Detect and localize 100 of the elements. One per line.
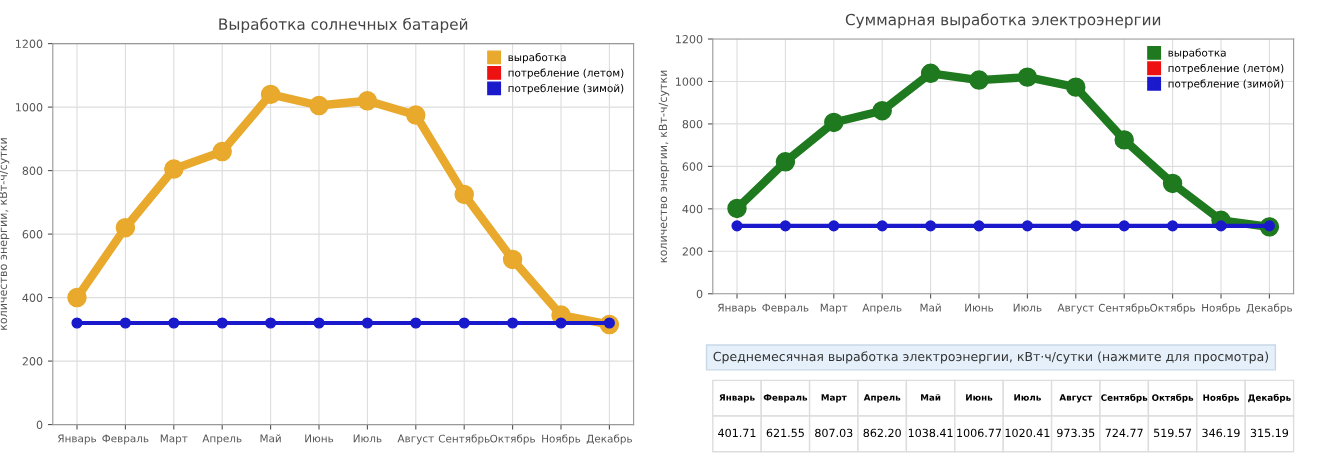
x-tick-label: Август xyxy=(1057,303,1094,314)
x-tick-label: Февраль xyxy=(102,434,149,445)
point xyxy=(357,91,378,111)
y-tick-label: 200 xyxy=(22,357,43,366)
point xyxy=(260,84,281,105)
point xyxy=(1021,220,1033,232)
point xyxy=(454,184,474,205)
x-tick-label: Октябрь xyxy=(1150,303,1195,314)
point xyxy=(828,220,840,232)
point xyxy=(731,220,743,232)
point xyxy=(775,152,796,172)
category-label: Июнь xyxy=(966,394,993,401)
category-label: Ноябрь xyxy=(1203,393,1240,403)
point xyxy=(216,317,228,329)
category-label: Февраль xyxy=(763,394,808,403)
point xyxy=(1017,67,1038,87)
point xyxy=(973,220,985,232)
x-tick-label: Декабрь xyxy=(1246,303,1292,314)
category-label: Апрель xyxy=(863,394,901,403)
point xyxy=(727,198,747,219)
y-tick-label: 600 xyxy=(22,230,43,239)
x-tick-label: Июнь xyxy=(305,434,334,443)
point xyxy=(313,317,325,329)
x-tick-label: Декабрь xyxy=(586,434,632,445)
x-tick-label: Апрель xyxy=(202,434,242,445)
data-label: 346.19 xyxy=(1202,428,1240,438)
x-tick-label: Июль xyxy=(353,434,382,443)
y-tick-label: 0 xyxy=(696,289,703,299)
data-label: 1006.77 xyxy=(957,428,1002,438)
point xyxy=(507,317,519,329)
legend-label: потребление (летом) xyxy=(1168,63,1284,75)
y-tick-label: 1200 xyxy=(16,39,43,48)
data-label: 1020.41 xyxy=(1005,428,1050,438)
x-tick-label: Июль xyxy=(1013,303,1042,312)
point xyxy=(1118,220,1130,232)
point xyxy=(115,218,136,238)
y-tick-label: 1000 xyxy=(676,77,703,86)
legend-label: выработка xyxy=(1168,48,1226,59)
x-tick-label: Январь xyxy=(58,434,97,445)
data-label: 621.55 xyxy=(766,428,804,438)
x-tick-label: Октябрь xyxy=(490,434,535,445)
y-tick-label: 800 xyxy=(22,166,43,175)
x-tick-label: Ноябрь xyxy=(1202,303,1241,314)
data-label: 519.57 xyxy=(1154,428,1192,438)
x-tick-label: Июнь xyxy=(965,303,994,312)
y-tick-label: 400 xyxy=(682,204,703,214)
y-tick-label: 1200 xyxy=(676,34,703,44)
x-tick-label: Февраль xyxy=(762,303,809,314)
point xyxy=(265,317,277,329)
x-tick-label: Март xyxy=(160,434,188,445)
point xyxy=(119,317,131,329)
x-tick-label: Май xyxy=(920,303,941,312)
legend-label: потребление (зимой) xyxy=(1168,79,1284,90)
point xyxy=(309,95,329,116)
y-tick-label: 200 xyxy=(682,247,703,256)
point xyxy=(168,317,180,329)
category-label: Октябрь xyxy=(1152,393,1194,403)
category-label: Август xyxy=(1059,394,1093,403)
category-label: Декабрь xyxy=(1248,393,1291,403)
x-tick-label: Март xyxy=(820,303,848,314)
y-tick-label: 1000 xyxy=(16,103,43,112)
point xyxy=(1114,130,1134,150)
category-label: Март xyxy=(821,394,847,403)
data-label: 807.03 xyxy=(815,428,853,438)
point xyxy=(361,317,373,329)
legend-label: потребление (зимой) xyxy=(508,83,624,95)
category-label: Июль xyxy=(1014,394,1041,401)
x-tick-label: Май xyxy=(260,434,281,443)
point xyxy=(1066,77,1086,97)
point xyxy=(67,287,87,308)
point xyxy=(872,101,892,121)
point xyxy=(925,220,937,232)
point xyxy=(779,220,791,232)
y-axis-title: количество энергии, кВт-ч/сутки xyxy=(658,70,670,263)
y-tick-label: 400 xyxy=(22,293,43,302)
point xyxy=(410,317,422,329)
point xyxy=(164,159,184,179)
data-label: 973.35 xyxy=(1057,428,1095,438)
x-tick-label: Август xyxy=(397,434,434,445)
legend-label: потребление (летом) xyxy=(508,68,624,79)
point xyxy=(458,317,470,329)
point xyxy=(969,70,989,90)
point xyxy=(502,249,523,270)
y-tick-label: 800 xyxy=(682,119,703,129)
data-label: 724.77 xyxy=(1105,428,1143,437)
point xyxy=(1167,220,1179,232)
y-tick-label: 0 xyxy=(36,420,43,429)
point xyxy=(876,220,888,232)
point xyxy=(71,317,83,329)
text: Среднемесячная выработка электроэнергии, кВт·ч/сутки (нажмите для просмотра) xyxy=(713,351,1269,364)
category-label: Январь xyxy=(719,394,755,403)
chart-title: Выработка солнечных батарей xyxy=(219,17,468,33)
point xyxy=(212,141,232,162)
category-label: Сентябрь xyxy=(1101,393,1148,403)
category-label: Май xyxy=(921,393,941,401)
x-tick-label: Сентябрь xyxy=(1098,303,1150,314)
x-tick-label: Сентябрь xyxy=(438,434,490,445)
x-tick-label: Апрель xyxy=(862,303,902,314)
data-label: 862.20 xyxy=(863,428,901,438)
point xyxy=(1215,220,1227,232)
